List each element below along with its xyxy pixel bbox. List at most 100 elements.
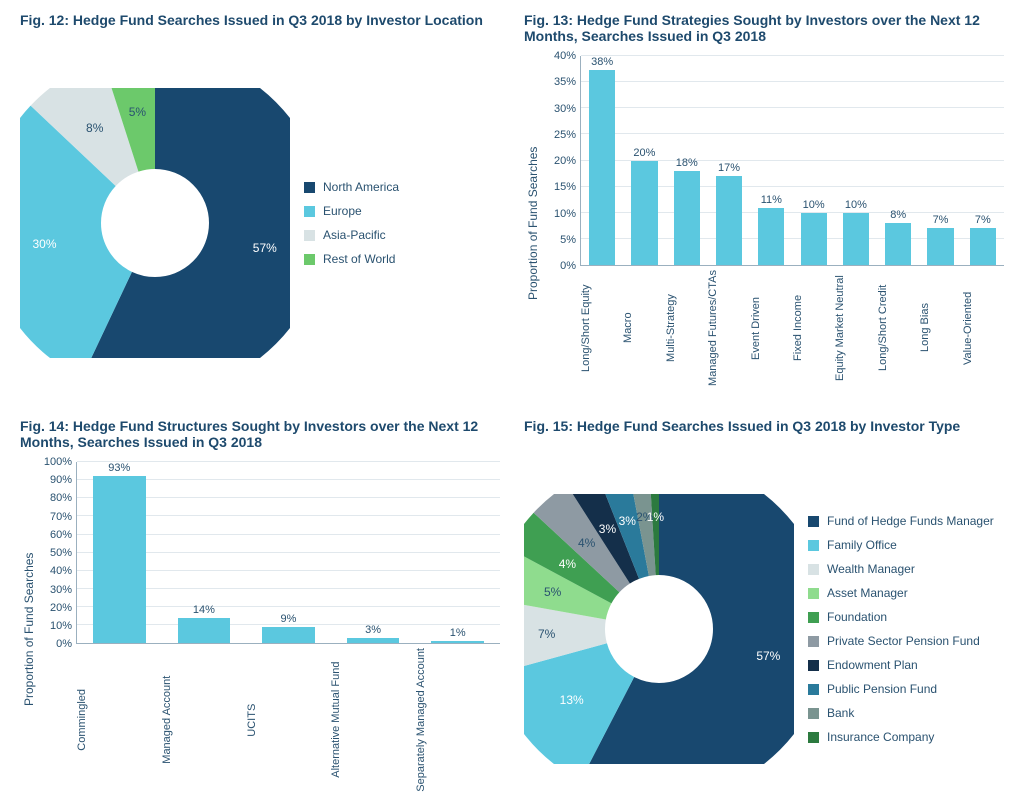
bar [758, 208, 784, 265]
legend-label: Private Sector Pension Fund [827, 634, 980, 648]
bar [801, 213, 827, 265]
fig14-chart: Proportion of Fund Searches 0%10%20%30%4… [20, 462, 500, 796]
xtick-label: Multi-Strategy [665, 266, 707, 390]
bar-column: 14% [162, 462, 247, 643]
bar-column: 11% [750, 56, 792, 265]
legend-item: North America [304, 180, 399, 194]
donut-slice-label: 8% [86, 121, 103, 135]
donut-slice-label: 3% [599, 522, 616, 536]
bar-column: 10% [835, 56, 877, 265]
legend-swatch [808, 684, 819, 695]
bar-value-label: 20% [633, 147, 655, 159]
xtick-label: Long/Short Credit [877, 266, 919, 390]
bar [843, 213, 869, 265]
legend-label: Family Office [827, 538, 897, 552]
legend-label: Asia-Pacific [323, 228, 386, 242]
donut-slice-label: 5% [544, 585, 561, 599]
legend-swatch [304, 254, 315, 265]
legend-label: Fund of Hedge Funds Manager [827, 514, 994, 528]
bar-column: 7% [919, 56, 961, 265]
donut-slice-label: 4% [559, 557, 576, 571]
legend-label: Endowment Plan [827, 658, 918, 672]
bar-value-label: 7% [975, 214, 991, 226]
legend-swatch [808, 540, 819, 551]
xtick-label: Commingled [76, 644, 161, 796]
xtick-label: Managed Futures/CTAs [707, 266, 749, 390]
fig15-title: Fig. 15: Hedge Fund Searches Issued in Q… [524, 418, 1004, 452]
legend-item: Europe [304, 204, 399, 218]
legend-label: Wealth Manager [827, 562, 915, 576]
donut-slice-label: 7% [538, 627, 555, 641]
legend-swatch [808, 708, 819, 719]
donut-slice-label: 1% [647, 510, 664, 524]
fig12-panel: Fig. 12: Hedge Fund Searches Issued in Q… [20, 12, 500, 390]
bar-column: 3% [331, 462, 416, 643]
legend-swatch [808, 636, 819, 647]
fig14-yaxis: 0%10%20%30%40%50%60%70%80%90%100% [38, 462, 76, 644]
bar-column: 20% [623, 56, 665, 265]
legend-item: Family Office [808, 538, 994, 552]
fig13-yaxis: 0%5%10%15%20%25%30%35%40% [542, 56, 580, 266]
legend-label: Asset Manager [827, 586, 908, 600]
bar [674, 171, 700, 265]
donut-slice-label: 4% [578, 536, 595, 550]
legend-item: Private Sector Pension Fund [808, 634, 994, 648]
legend-swatch [808, 660, 819, 671]
xtick-label: UCITS [246, 644, 331, 796]
donut-slice-label: 57% [756, 649, 780, 663]
bar-value-label: 7% [933, 214, 949, 226]
fig14-panel: Fig. 14: Hedge Fund Structures Sought by… [20, 418, 500, 796]
fig14-ylabel: Proportion of Fund Searches [20, 462, 38, 796]
bar [262, 627, 314, 643]
xtick-label: Managed Account [161, 644, 246, 796]
fig12-donut: 57% 30% 8% 5% [20, 88, 290, 358]
donut-slice-label: 3% [619, 514, 636, 528]
xtick-label: Long/Short Equity [580, 266, 622, 390]
legend-item: Foundation [808, 610, 994, 624]
bar-column: 9% [246, 462, 331, 643]
bar-column: 10% [792, 56, 834, 265]
bar-column: 18% [666, 56, 708, 265]
legend-label: Rest of World [323, 252, 395, 266]
fig13-bars: 38%20%18%17%11%10%10%8%7%7% [580, 56, 1004, 266]
fig14-title: Fig. 14: Hedge Fund Structures Sought by… [20, 418, 500, 452]
bar-column: 93% [77, 462, 162, 643]
xtick-label: Alternative Mutual Fund [330, 644, 415, 796]
fig13-xaxis: Long/Short EquityMacroMulti-StrategyMana… [580, 266, 1004, 390]
legend-label: Bank [827, 706, 854, 720]
legend-item: Bank [808, 706, 994, 720]
bar-column: 38% [581, 56, 623, 265]
legend-item: Asia-Pacific [304, 228, 399, 242]
legend-item: Asset Manager [808, 586, 994, 600]
legend-item: Endowment Plan [808, 658, 994, 672]
bar-value-label: 3% [365, 624, 381, 636]
legend-item: Fund of Hedge Funds Manager [808, 514, 994, 528]
bar-column: 8% [877, 56, 919, 265]
bar-column: 1% [415, 462, 500, 643]
bar [347, 638, 399, 643]
donut-slice-label: 57% [253, 241, 277, 255]
fig15-donut: 57%13%7%5%4%4%3%3%2%1% [524, 494, 794, 764]
legend-label: North America [323, 180, 399, 194]
legend-item: Insurance Company [808, 730, 994, 744]
fig14-xaxis: CommingledManaged AccountUCITSAlternativ… [76, 644, 500, 796]
legend-item: Wealth Manager [808, 562, 994, 576]
bar-value-label: 18% [676, 157, 698, 169]
fig13-ylabel: Proportion of Fund Searches [524, 56, 542, 390]
bar-value-label: 10% [803, 199, 825, 211]
legend-label: Foundation [827, 610, 887, 624]
legend-item: Rest of World [304, 252, 399, 266]
donut-slice-label: 30% [32, 237, 56, 251]
fig15-legend: Fund of Hedge Funds Manager Family Office… [808, 514, 994, 744]
legend-swatch [304, 230, 315, 241]
legend-label: Public Pension Fund [827, 682, 937, 696]
bar [178, 618, 230, 643]
donut-slice-label: 5% [129, 105, 146, 119]
bar [93, 476, 145, 643]
legend-swatch [808, 732, 819, 743]
bar-value-label: 10% [845, 199, 867, 211]
xtick-label: Fixed Income [792, 266, 834, 390]
donut-slice-label: 13% [560, 693, 584, 707]
xtick-label: Event Driven [750, 266, 792, 390]
legend-item: Public Pension Fund [808, 682, 994, 696]
